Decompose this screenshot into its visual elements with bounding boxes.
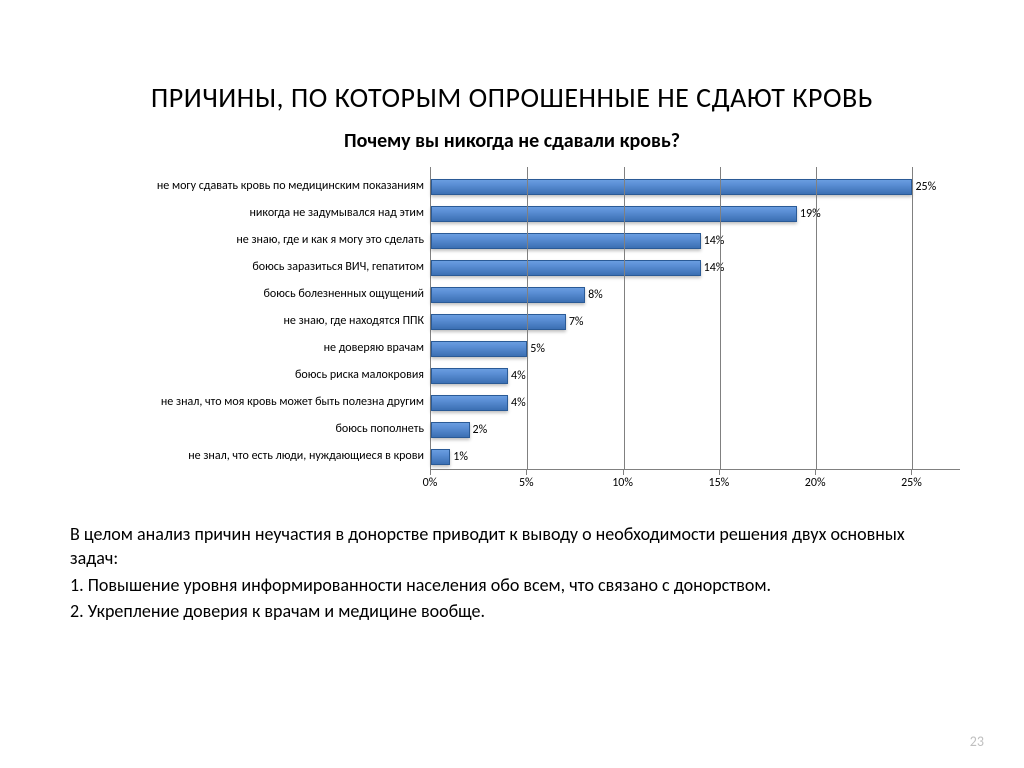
grid-line: [527, 167, 528, 469]
bar: 4%: [431, 395, 508, 411]
chart: не могу сдавать кровь по медицинским пок…: [80, 167, 964, 492]
bar: 7%: [431, 314, 566, 330]
bar-row: 5%: [431, 335, 960, 362]
bar: 14%: [431, 233, 701, 249]
bar: 8%: [431, 287, 585, 303]
bar-row: 2%: [431, 416, 960, 443]
bar: 25%: [431, 179, 912, 195]
body-text: В целом анализ причин неучастия в донорс…: [70, 522, 944, 623]
bar-value-label: 2%: [469, 423, 488, 437]
body-point-2: 2. Укрепление доверия к врачам и медицин…: [70, 599, 944, 623]
grid-line: [624, 167, 625, 469]
bar-value-label: 4%: [507, 396, 526, 410]
x-tick-label: 5%: [519, 476, 534, 490]
x-tick-label: 0%: [423, 476, 438, 490]
y-axis-labels: не могу сдавать кровь по медицинским пок…: [80, 167, 430, 492]
category-label: боюсь пополнеть: [80, 416, 430, 443]
category-label: боюсь заразиться ВИЧ, гепатитом: [80, 254, 430, 281]
grid-line: [720, 167, 721, 469]
category-label: не могу сдавать кровь по медицинским пок…: [80, 173, 430, 200]
page-number: 23: [970, 733, 984, 750]
x-tick: [911, 470, 912, 475]
body-intro: В целом анализ причин неучастия в донорс…: [70, 522, 944, 571]
bar-value-label: 4%: [507, 369, 526, 383]
x-tick-label: 20%: [805, 476, 826, 490]
bars-container: 25%19%14%14%8%7%5%4%4%2%1%: [431, 173, 960, 470]
category-label: боюсь болезненных ощущений: [80, 281, 430, 308]
plot-area: 25%19%14%14%8%7%5%4%4%2%1%: [430, 167, 960, 470]
grid-line: [912, 167, 913, 469]
bar-value-label: 1%: [449, 450, 468, 464]
bar-row: 4%: [431, 389, 960, 416]
bar: 19%: [431, 206, 797, 222]
category-label: не знал, что моя кровь может быть полезн…: [80, 389, 430, 416]
bar-row: 14%: [431, 227, 960, 254]
bar-row: 1%: [431, 443, 960, 470]
bar: 4%: [431, 368, 508, 384]
bar-row: 4%: [431, 362, 960, 389]
x-tick-label: 10%: [612, 476, 633, 490]
x-tick: [623, 470, 624, 475]
category-label: не знаю, где находятся ППК: [80, 308, 430, 335]
category-label: не знаю, где и как я могу это сделать: [80, 227, 430, 254]
bar: 1%: [431, 449, 450, 465]
chart-title: Почему вы никогда не сдавали кровь?: [60, 129, 964, 153]
bar-row: 19%: [431, 200, 960, 227]
bar-value-label: 5%: [526, 342, 545, 356]
bar: 5%: [431, 341, 527, 357]
x-tick: [719, 470, 720, 475]
x-tick-label: 15%: [709, 476, 730, 490]
body-point-1: 1. Повышение уровня информированности на…: [70, 573, 944, 597]
x-tick: [815, 470, 816, 475]
bar: 2%: [431, 422, 470, 438]
bar-row: 25%: [431, 173, 960, 200]
x-tick-label: 25%: [901, 476, 922, 490]
main-title: ПРИЧИНЫ, ПО КОТОРЫМ ОПРОШЕННЫЕ НЕ СДАЮТ …: [60, 80, 964, 115]
x-axis: 0%5%10%15%20%25%: [430, 470, 960, 492]
category-label: никогда не задумывался над этим: [80, 200, 430, 227]
x-tick: [526, 470, 527, 475]
x-tick: [430, 470, 431, 475]
bar-value-label: 7%: [565, 315, 584, 329]
bar-value-label: 8%: [584, 288, 603, 302]
category-label: не знал, что есть люди, нуждающиеся в кр…: [80, 443, 430, 470]
bar-row: 8%: [431, 281, 960, 308]
plot-column: 25%19%14%14%8%7%5%4%4%2%1% 0%5%10%15%20%…: [430, 167, 960, 492]
bar-row: 14%: [431, 254, 960, 281]
bar-value-label: 25%: [911, 180, 936, 194]
grid-line: [816, 167, 817, 469]
bar: 14%: [431, 260, 701, 276]
category-label: не доверяю врачам: [80, 335, 430, 362]
bar-row: 7%: [431, 308, 960, 335]
category-label: боюсь риска малокровия: [80, 362, 430, 389]
